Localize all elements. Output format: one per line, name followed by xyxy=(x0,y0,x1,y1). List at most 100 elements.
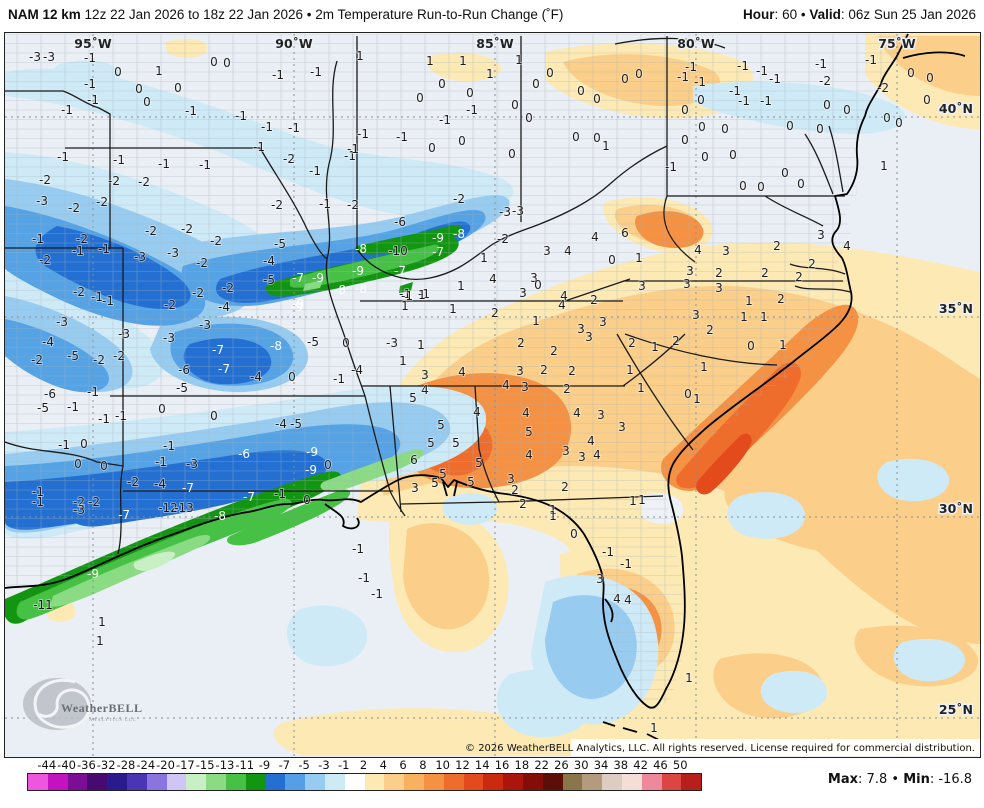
map-value-label: -2 xyxy=(497,232,509,246)
colorbar-tick: 14 xyxy=(474,758,490,772)
map-value-label: 0 xyxy=(324,458,332,472)
map-value-label: 25˚N xyxy=(939,702,973,717)
map-value-label: 1 xyxy=(549,503,557,517)
map-value-label: 2 xyxy=(511,483,519,497)
map-value-label: 0 xyxy=(143,95,151,109)
map-value-label: 1 xyxy=(549,509,557,523)
map-value-label: 0 xyxy=(303,493,311,507)
logo-text: WeatherBELL xyxy=(61,701,143,715)
map-value-label: 2 xyxy=(761,266,769,280)
map-value-label: 0 xyxy=(681,133,689,147)
map-value-label: -1 xyxy=(199,158,211,172)
map-value-label: -2 xyxy=(210,234,222,248)
map-value-label: -1 xyxy=(358,571,370,585)
map-value-label: -4 xyxy=(263,254,275,268)
map-value-label: 35˚N xyxy=(939,301,973,316)
map-value-label: -1 xyxy=(399,287,411,301)
map-value-label: -1 xyxy=(737,59,749,73)
map-value-label: -5 xyxy=(176,381,188,395)
map-value-label: 0 xyxy=(926,71,934,85)
map-value-label: 3 xyxy=(578,450,586,464)
map-value-label: 1 xyxy=(626,363,634,377)
map-value-label: -2 xyxy=(39,173,51,187)
map-value-label: -1 xyxy=(694,75,706,89)
map-value-label: -1 xyxy=(352,542,364,556)
map-value-label: -3 xyxy=(73,503,85,517)
colorbar-tick: 12 xyxy=(455,758,470,772)
map-canvas: 95˚W 90˚W 85˚W 80˚W 75˚W40˚N35˚N30˚N25˚N -3-… xyxy=(5,33,980,756)
map-value-label: -2 xyxy=(93,353,105,367)
map-value-label: -9 xyxy=(312,271,324,285)
map-value-label: 5 xyxy=(427,436,435,450)
map-value-label: 1 xyxy=(880,159,888,173)
map-value-label: 6 xyxy=(621,226,629,240)
map-value-label: -1 xyxy=(865,53,877,67)
map-value-label: 0 xyxy=(114,65,122,79)
colorbar-segment xyxy=(522,774,543,790)
map-value-label: 3 xyxy=(585,330,593,344)
map-value-label: 0 xyxy=(135,82,143,96)
map-value-label: -2 xyxy=(453,192,465,206)
map-value-label: 3 xyxy=(597,408,605,422)
map-value-label: 1 xyxy=(760,310,768,324)
colorbar-segment xyxy=(67,774,88,790)
map-value-label: 1 xyxy=(637,381,645,395)
map-value-label: -2 xyxy=(271,198,283,212)
geo-labels: 95˚W 90˚W 85˚W 80˚W 75˚W 40˚N 35˚N 30˚N 25˚N xyxy=(73,35,975,719)
map-value-label: -1 xyxy=(344,149,356,163)
map-value-label: 0 xyxy=(895,116,903,130)
map-value-label: 0 xyxy=(80,437,88,451)
colorbar-tick-labels: -44 -40 -36 -32 -28 -24 -20 -17 -15 -13 -11 -9 -7 -5-… xyxy=(27,758,700,772)
map-value-label: 0 xyxy=(797,177,805,191)
map-value-label: -4 xyxy=(351,363,363,377)
map-value-label: 3 xyxy=(577,322,585,336)
map-value-label: 2 xyxy=(773,239,781,253)
map-value-label: 0 xyxy=(816,122,824,136)
map-value-label: 0 xyxy=(757,180,765,194)
map-value-label: 5 xyxy=(475,456,483,470)
map-value-label: -1 xyxy=(91,290,103,304)
valid-value: 06z Sun 25 Jan 2026 xyxy=(848,7,976,22)
map-value-label: -1 xyxy=(319,197,331,211)
map-value-label: 80˚W xyxy=(677,36,715,51)
map-value-label: 1 xyxy=(515,53,523,67)
map-value-label: 0 xyxy=(577,84,585,98)
colorbar-tick: 30 xyxy=(573,758,589,772)
colorbar-tick: 34 xyxy=(593,758,609,772)
map-value-label: 1 xyxy=(418,288,426,302)
map-value-label: -3 xyxy=(29,50,41,64)
max-min-readout: Max: 7.8 • Min: -16.8 xyxy=(827,772,972,787)
map-value-label: 0 xyxy=(883,111,891,125)
map-value-label: -3 xyxy=(56,315,68,329)
valid-time: Hour: 60 • Valid: 06z Sun 25 Jan 2026 xyxy=(743,7,976,22)
map-value-label: 0 xyxy=(288,370,296,384)
map-value-label: 0 xyxy=(570,527,578,541)
model-name: NAM 12 km xyxy=(8,7,81,22)
map-value-label: 1 xyxy=(155,64,163,78)
map-value-label: 0 xyxy=(174,81,182,95)
map-value-label: -1 xyxy=(602,545,614,559)
map-value-label: -8 xyxy=(453,227,465,241)
map-value-label: 3 xyxy=(722,244,730,258)
map-value-label: 3 xyxy=(618,420,626,434)
map-value-label: -8 xyxy=(355,242,367,256)
map-value-label: -9 xyxy=(292,297,304,311)
map-value-label: -7 xyxy=(212,343,224,357)
map-value-label: 3 xyxy=(817,228,825,242)
colorbar-segment xyxy=(443,774,464,790)
colorbar-segment xyxy=(47,774,68,790)
map-value-label: -1 xyxy=(288,121,300,135)
map-value-label: 0 xyxy=(681,103,689,117)
map-value-label: 1 xyxy=(426,54,434,68)
colorbar-segment xyxy=(285,774,306,790)
map-value-label: -4 xyxy=(218,300,230,314)
map-value-label: -1 xyxy=(67,400,79,414)
map-value-label: -1 xyxy=(418,287,430,301)
map-value-label: -2 xyxy=(76,232,88,246)
colorbar-tick: -15 xyxy=(195,758,215,772)
copyright-text: © 2026 WeatherBELL Analytics, LLC. All r… xyxy=(465,743,975,754)
map-value-label: 1 xyxy=(685,671,693,685)
map-value-label: 0 xyxy=(525,111,533,125)
map-value-label: 75˚W xyxy=(878,36,916,51)
map-value-label: 40˚N xyxy=(939,101,973,116)
